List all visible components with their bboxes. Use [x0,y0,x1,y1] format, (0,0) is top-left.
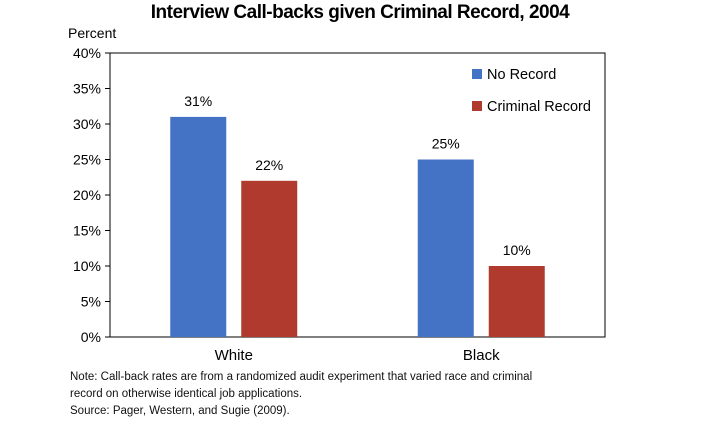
source-note: Source: Pager, Western, and Sugie (2009)… [70,405,290,417]
y-tick-label: 35% [73,81,101,97]
bar [417,159,474,337]
bar [488,266,545,337]
y-axis: 0% 5% 10% 15% 20% 25% 30% 35% 40% [73,45,110,345]
y-tick-label: 30% [73,116,101,132]
legend-swatch [472,69,482,79]
note-line-1: Note: Call-back rates are from a randomi… [70,371,533,383]
x-tick-label: White [215,347,253,364]
y-tick-label: 25% [73,152,101,168]
data-label: 31% [184,93,212,109]
legend-label: Criminal Record [487,99,591,115]
data-label: 10% [503,242,531,258]
legend-label: No Record [487,67,556,83]
y-tick-label: 20% [73,187,101,203]
y-tick-label: 10% [73,258,101,274]
chart-title: Interview Call-backs given Criminal Reco… [150,2,570,23]
x-axis: White Black [215,347,501,364]
y-tick-label: 40% [73,45,101,61]
legend: No Record Criminal Record [472,67,591,115]
y-axis-title: Percent [68,25,116,41]
data-label: 25% [432,136,460,152]
note-line-2: record on otherwise identical job applic… [70,388,303,400]
bar [170,116,227,338]
legend-swatch [472,101,482,111]
bar [241,180,298,337]
bars: 31% 22% 25% 10% [170,93,545,338]
data-label: 22% [255,157,283,173]
y-tick-label: 0% [81,329,101,345]
x-tick-label: Black [463,347,500,364]
y-tick-label: 5% [81,294,101,310]
y-tick-label: 15% [73,223,101,239]
